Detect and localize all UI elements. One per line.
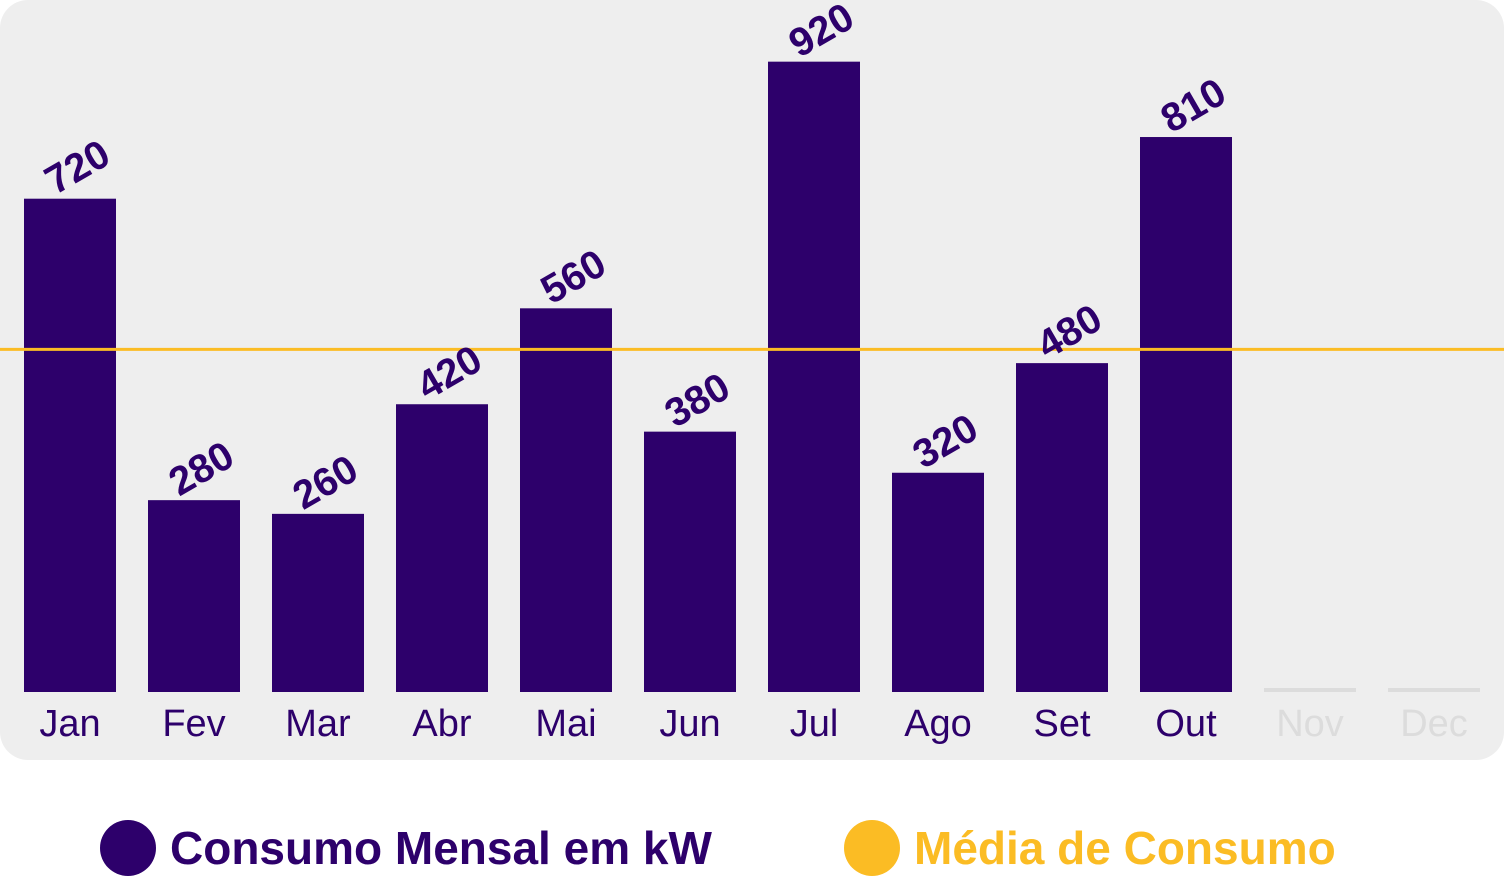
bar-value-label-jan: 720	[38, 132, 118, 203]
legend-item-media: Média de Consumo	[844, 820, 1336, 876]
bar-jan	[24, 198, 116, 693]
bar-fev	[148, 500, 240, 692]
x-tick-label-ago: Ago	[904, 703, 972, 745]
x-tick-label-dec: Dec	[1400, 703, 1468, 745]
legend-label-consumo: Consumo Mensal em kW	[170, 822, 712, 874]
x-tick-label-jan: Jan	[39, 703, 100, 745]
x-tick-label-mai: Mai	[535, 703, 596, 745]
legend: Consumo Mensal em kW Média de Consumo	[0, 800, 1504, 892]
bar-placeholder-dec	[1388, 688, 1480, 692]
bar-value-label-mar: 260	[286, 447, 366, 518]
legend-label-media: Média de Consumo	[914, 822, 1336, 874]
x-tick-label-nov: Nov	[1276, 703, 1344, 745]
bar-placeholder-nov	[1264, 688, 1356, 692]
bar-mai	[520, 308, 612, 692]
legend-swatch-media	[844, 820, 900, 876]
bar-abr	[396, 404, 488, 692]
x-tick-label-set: Set	[1033, 703, 1090, 745]
bar-value-label-fev: 280	[162, 433, 242, 504]
x-tick-label-jun: Jun	[659, 703, 720, 745]
bar-mar	[272, 513, 364, 692]
bar-ago	[892, 472, 984, 692]
chart-panel: 720 280 260 420 560 380 920 320 480 810 Jan Fev Mar…	[0, 0, 1504, 760]
x-tick-label-jul: Jul	[790, 703, 839, 745]
bar-value-label-out: 810	[1154, 70, 1234, 141]
x-tick-label-out: Out	[1155, 703, 1217, 745]
bar-value-label-ago: 320	[906, 406, 986, 477]
bar-jul	[768, 61, 860, 692]
legend-item-consumo: Consumo Mensal em kW	[100, 820, 712, 876]
bar-set	[1016, 363, 1108, 692]
legend-swatch-consumo	[100, 820, 156, 876]
bar-value-label-set: 480	[1030, 296, 1110, 367]
bar-out	[1140, 137, 1232, 692]
bar-value-label-jun: 380	[658, 365, 738, 436]
x-tick-label-abr: Abr	[412, 703, 471, 745]
bar-value-label-jul: 920	[782, 0, 862, 66]
x-tick-label-fev: Fev	[162, 703, 225, 745]
x-tick-label-mar: Mar	[285, 703, 351, 745]
bar-value-label-mai: 560	[534, 241, 614, 312]
bar-jun	[644, 431, 736, 692]
